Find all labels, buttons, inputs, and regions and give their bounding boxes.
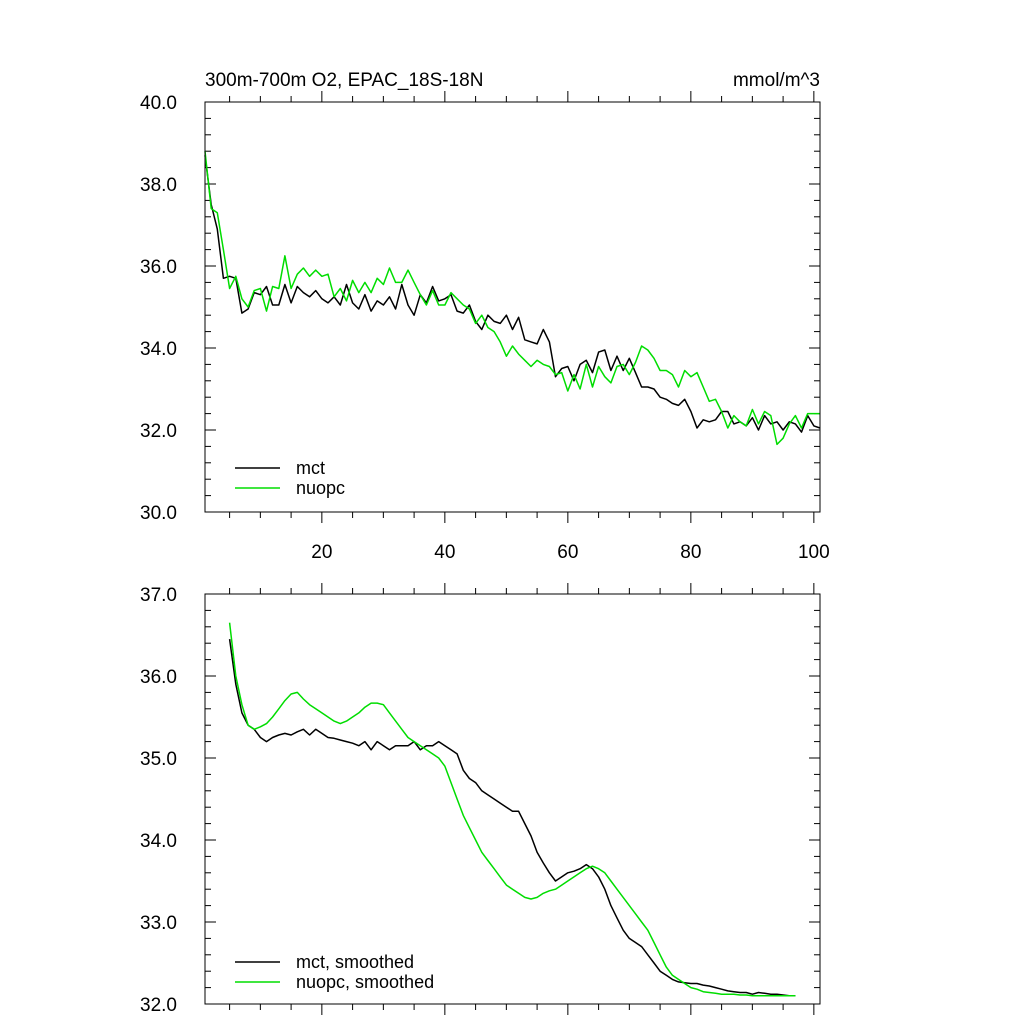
series-line-mct — [204, 155, 821, 433]
y-tick-label: 40.0 — [140, 93, 177, 114]
x-tick-label: 60 — [557, 542, 578, 563]
y-tick-label: 35.0 — [140, 749, 177, 770]
top-plot-frame — [204, 101, 821, 513]
legend-label: mct, smoothed — [296, 952, 414, 972]
y-tick-label: 36.0 — [140, 667, 177, 688]
series-line-nuopc — [204, 151, 820, 446]
top-x-tick-labels: 20 40 60 80 100 — [311, 542, 829, 563]
legend-label: nuopc — [296, 478, 345, 498]
bottom-axis-ticks — [205, 583, 820, 1015]
x-tick-label: 100 — [798, 542, 830, 563]
y-tick-label: 33.0 — [140, 913, 177, 934]
y-tick-label: 32.0 — [140, 421, 177, 442]
series-line-nuopc-smoothed — [228, 622, 796, 997]
x-tick-label: 40 — [434, 542, 455, 563]
legend-label: nuopc, smoothed — [296, 972, 434, 992]
top-panel: 300m-700m O2, EPAC_18S-18N mmol/m^3 30.0… — [140, 70, 830, 563]
bottom-y-tick-labels: 32.0 33.0 34.0 35.0 36.0 37.0 — [140, 585, 177, 1016]
top-chart-title: 300m-700m O2, EPAC_18S-18N — [205, 70, 483, 91]
y-tick-label: 34.0 — [140, 339, 177, 360]
series-line-mct-smoothed — [228, 638, 796, 997]
bottom-plot-frame — [204, 593, 821, 1005]
top-y-tick-labels: 30.0 32.0 34.0 36.0 38.0 40.0 — [140, 93, 177, 524]
top-series-group — [204, 151, 821, 446]
y-tick-label: 36.0 — [140, 257, 177, 278]
legend-label: mct — [296, 458, 325, 478]
bottom-series-group — [228, 622, 796, 997]
y-tick-label: 30.0 — [140, 503, 177, 524]
bottom-panel: 32.0 33.0 34.0 35.0 36.0 37.0 mct, smoothednu… — [140, 583, 821, 1016]
x-tick-label: 80 — [680, 542, 701, 563]
y-tick-label: 38.0 — [140, 175, 177, 196]
y-tick-label: 32.0 — [140, 995, 177, 1016]
y-tick-label: 34.0 — [140, 831, 177, 852]
y-tick-label: 37.0 — [140, 585, 177, 606]
x-tick-label: 20 — [311, 542, 332, 563]
top-chart-units: mmol/m^3 — [733, 70, 820, 91]
